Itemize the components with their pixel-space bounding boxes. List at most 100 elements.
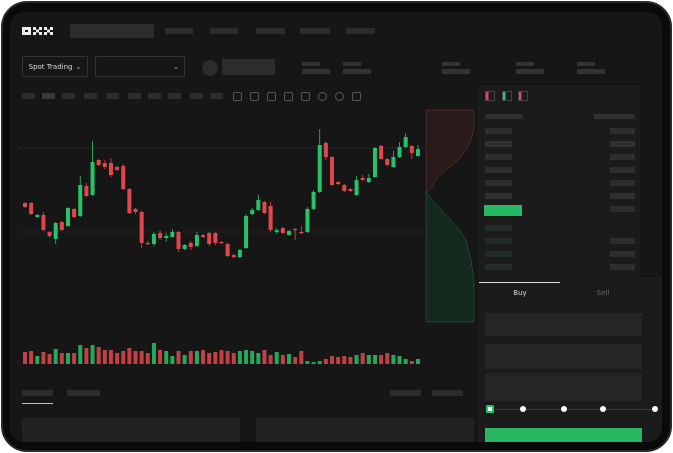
target-icon[interactable]: [318, 92, 327, 101]
volume-bar: [397, 356, 402, 364]
volume-bar: [237, 351, 242, 364]
volume-bar: [317, 361, 322, 364]
order-book-both-icon[interactable]: [485, 91, 495, 101]
volume-bar: [151, 343, 156, 364]
stat-value: [577, 69, 605, 74]
candle-body: [23, 203, 27, 207]
volume-bar: [354, 355, 359, 364]
stat-value: [516, 69, 544, 74]
slider-step-50[interactable]: [561, 406, 567, 412]
bid-price: [485, 251, 512, 257]
candle-body: [41, 215, 46, 230]
bid-price: [485, 225, 512, 231]
amount-input[interactable]: [485, 344, 642, 369]
nav-item[interactable]: [300, 28, 330, 34]
candle-body: [201, 235, 206, 237]
volume-bar: [409, 361, 414, 364]
bottom-action[interactable]: [390, 390, 421, 396]
book-header: [485, 114, 523, 119]
stat-value: [343, 69, 371, 74]
slider-step-100[interactable]: [652, 406, 658, 412]
volume-bar: [348, 357, 353, 364]
volume-bar: [262, 350, 267, 364]
circle-icon[interactable]: [335, 92, 344, 101]
line-tool-icon[interactable]: [284, 92, 293, 101]
nav-item[interactable]: [210, 28, 238, 34]
compare-icon[interactable]: [250, 92, 259, 101]
formula-icon[interactable]: [267, 92, 276, 101]
timeframe-button[interactable]: [148, 93, 161, 99]
search-bar[interactable]: [70, 24, 154, 38]
pair-select[interactable]: ⌄: [95, 56, 185, 77]
expand-icon[interactable]: [352, 92, 361, 101]
candle-body: [102, 163, 107, 167]
bottom-panel-left: [22, 418, 240, 442]
volume-bar: [219, 350, 224, 364]
volume-bar: [323, 359, 328, 364]
timeframe-button[interactable]: [190, 93, 203, 99]
candle-body: [231, 255, 236, 257]
okx-logo[interactable]: [22, 25, 54, 37]
candle-body: [158, 233, 163, 238]
timeframe-button[interactable]: [210, 93, 223, 99]
timeframe-button[interactable]: [22, 93, 35, 99]
buy-tab[interactable]: Buy: [513, 289, 527, 297]
bottom-action[interactable]: [432, 390, 463, 396]
pen-icon[interactable]: [301, 92, 310, 101]
timeframe-button[interactable]: [106, 93, 119, 99]
volume-bar: [385, 353, 390, 364]
bottom-tab-history[interactable]: [67, 390, 100, 396]
volume-bar: [403, 359, 408, 364]
candle-body: [274, 230, 279, 232]
timeframe-button[interactable]: [84, 93, 97, 99]
slider-step-25[interactable]: [520, 406, 526, 412]
amount-slider-track[interactable]: [490, 409, 655, 410]
nav-item[interactable]: [165, 28, 193, 34]
volume-bar: [293, 357, 298, 364]
timeframe-button[interactable]: [62, 93, 75, 99]
bid-amount: [610, 264, 635, 270]
slider-handle[interactable]: [486, 405, 494, 413]
stat-label: [302, 62, 320, 66]
candle-body: [336, 182, 341, 184]
candle-body: [409, 146, 414, 153]
buy-submit-button[interactable]: [485, 428, 642, 442]
pair-icon: [202, 60, 218, 76]
nav-item[interactable]: [346, 28, 375, 34]
timeframe-button[interactable]: [128, 93, 141, 99]
bid-amount: [610, 238, 635, 244]
volume-bar: [47, 354, 52, 364]
stat-label: [442, 62, 460, 66]
candle-body: [330, 157, 334, 185]
volume-bar: [35, 356, 40, 364]
volume-bar: [299, 351, 304, 364]
volume-bar: [72, 353, 77, 364]
timeframe-button[interactable]: [42, 93, 55, 99]
order-book-bids-icon[interactable]: [502, 91, 512, 101]
volume-bar: [59, 353, 64, 364]
candle-body: [348, 189, 353, 191]
stat-label: [343, 62, 361, 66]
candle-body: [96, 160, 101, 165]
candle-body: [403, 137, 408, 147]
order-book-asks-icon[interactable]: [518, 91, 528, 101]
total-input[interactable]: [485, 373, 642, 401]
candle-body: [213, 233, 218, 243]
market-select[interactable]: Spot Trading ⌄: [22, 56, 88, 77]
slider-step-75[interactable]: [600, 406, 606, 412]
sell-tab[interactable]: Sell: [596, 289, 610, 297]
volume-bar: [65, 353, 70, 364]
volume-bar: [188, 351, 193, 364]
buy-tab-underline: [479, 282, 560, 283]
nav-item[interactable]: [256, 28, 285, 34]
candle-body: [90, 162, 95, 195]
bottom-tab-open-orders[interactable]: [22, 390, 53, 396]
ask-amount: [610, 141, 635, 147]
candle-body: [219, 242, 224, 244]
volume-bar: [115, 353, 120, 364]
indicator-icon[interactable]: [233, 92, 242, 101]
price-input[interactable]: [485, 313, 642, 336]
volume-bar: [330, 356, 334, 364]
timeframe-button[interactable]: [168, 93, 181, 99]
